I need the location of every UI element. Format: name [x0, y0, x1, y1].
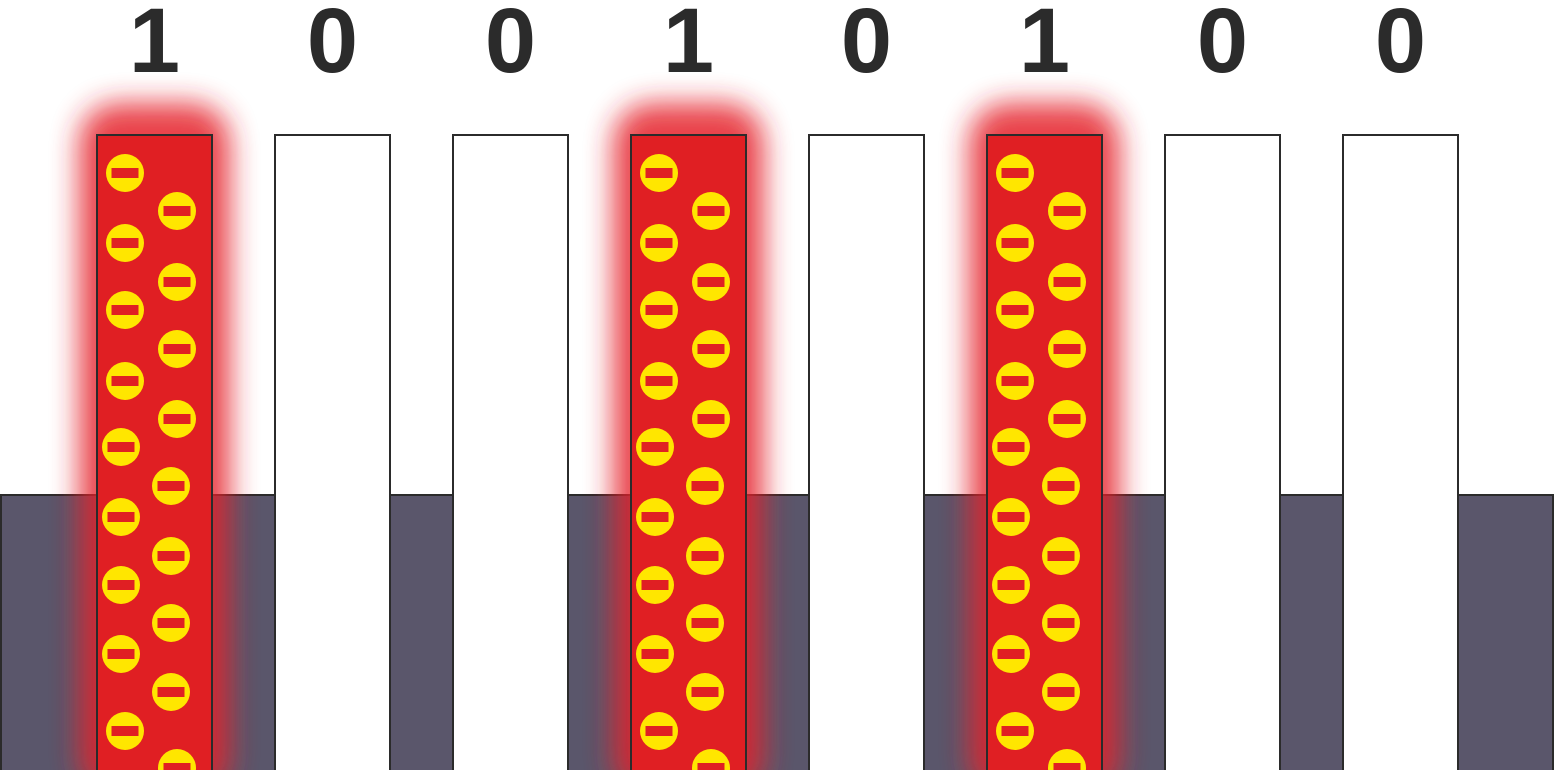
negative-charge-icon — [692, 330, 730, 368]
negative-charge-icon — [1042, 673, 1080, 711]
empty-column — [452, 134, 569, 770]
negative-charge-icon — [158, 749, 196, 770]
negative-charge-icon — [158, 263, 196, 301]
charged-column — [96, 134, 213, 770]
negative-charge-icon — [106, 154, 144, 192]
negative-charge-icon — [640, 362, 678, 400]
bit-label: 0 — [485, 0, 536, 92]
bit-label: 0 — [1375, 0, 1426, 92]
bit-label: 1 — [1019, 0, 1070, 92]
negative-charge-icon — [102, 428, 140, 466]
empty-column — [1164, 134, 1281, 770]
negative-charge-icon — [686, 604, 724, 642]
negative-charge-icon — [996, 291, 1034, 329]
empty-column-body — [808, 134, 925, 770]
negative-charge-icon — [152, 467, 190, 505]
negative-charge-icon — [106, 712, 144, 750]
empty-column-body — [274, 134, 391, 770]
bit-label: 1 — [129, 0, 180, 92]
negative-charge-icon — [152, 673, 190, 711]
negative-charge-icon — [692, 192, 730, 230]
charged-column — [986, 134, 1103, 770]
negative-charge-icon — [1048, 400, 1086, 438]
bit-label: 0 — [307, 0, 358, 92]
negative-charge-icon — [106, 291, 144, 329]
negative-charge-icon — [636, 566, 674, 604]
negative-charge-icon — [686, 673, 724, 711]
negative-charge-icon — [992, 428, 1030, 466]
empty-column — [808, 134, 925, 770]
negative-charge-icon — [636, 428, 674, 466]
empty-column — [1342, 134, 1459, 770]
bit-label: 1 — [663, 0, 714, 92]
substrate — [0, 494, 1554, 770]
negative-charge-icon — [992, 635, 1030, 673]
empty-column-body — [452, 134, 569, 770]
negative-charge-icon — [640, 224, 678, 262]
negative-charge-icon — [636, 635, 674, 673]
negative-charge-icon — [1042, 604, 1080, 642]
bit-label: 0 — [1197, 0, 1248, 92]
negative-charge-icon — [106, 224, 144, 262]
negative-charge-icon — [996, 224, 1034, 262]
negative-charge-icon — [992, 566, 1030, 604]
negative-charge-icon — [158, 400, 196, 438]
negative-charge-icon — [640, 712, 678, 750]
charged-column — [630, 134, 747, 770]
negative-charge-icon — [1048, 263, 1086, 301]
negative-charge-icon — [102, 566, 140, 604]
bit-label: 0 — [841, 0, 892, 92]
negative-charge-icon — [692, 263, 730, 301]
negative-charge-icon — [152, 537, 190, 575]
negative-charge-icon — [102, 498, 140, 536]
negative-charge-icon — [692, 400, 730, 438]
empty-column-body — [1164, 134, 1281, 770]
negative-charge-icon — [102, 635, 140, 673]
negative-charge-icon — [1042, 467, 1080, 505]
negative-charge-icon — [996, 154, 1034, 192]
negative-charge-icon — [1048, 330, 1086, 368]
negative-charge-icon — [1048, 192, 1086, 230]
negative-charge-icon — [992, 498, 1030, 536]
empty-column-body — [1342, 134, 1459, 770]
negative-charge-icon — [640, 291, 678, 329]
negative-charge-icon — [1042, 537, 1080, 575]
negative-charge-icon — [1048, 749, 1086, 770]
negative-charge-icon — [692, 749, 730, 770]
negative-charge-icon — [158, 330, 196, 368]
negative-charge-icon — [636, 498, 674, 536]
negative-charge-icon — [158, 192, 196, 230]
negative-charge-icon — [640, 154, 678, 192]
empty-column — [274, 134, 391, 770]
negative-charge-icon — [996, 362, 1034, 400]
negative-charge-icon — [686, 537, 724, 575]
negative-charge-icon — [152, 604, 190, 642]
negative-charge-icon — [106, 362, 144, 400]
negative-charge-icon — [686, 467, 724, 505]
negative-charge-icon — [996, 712, 1034, 750]
